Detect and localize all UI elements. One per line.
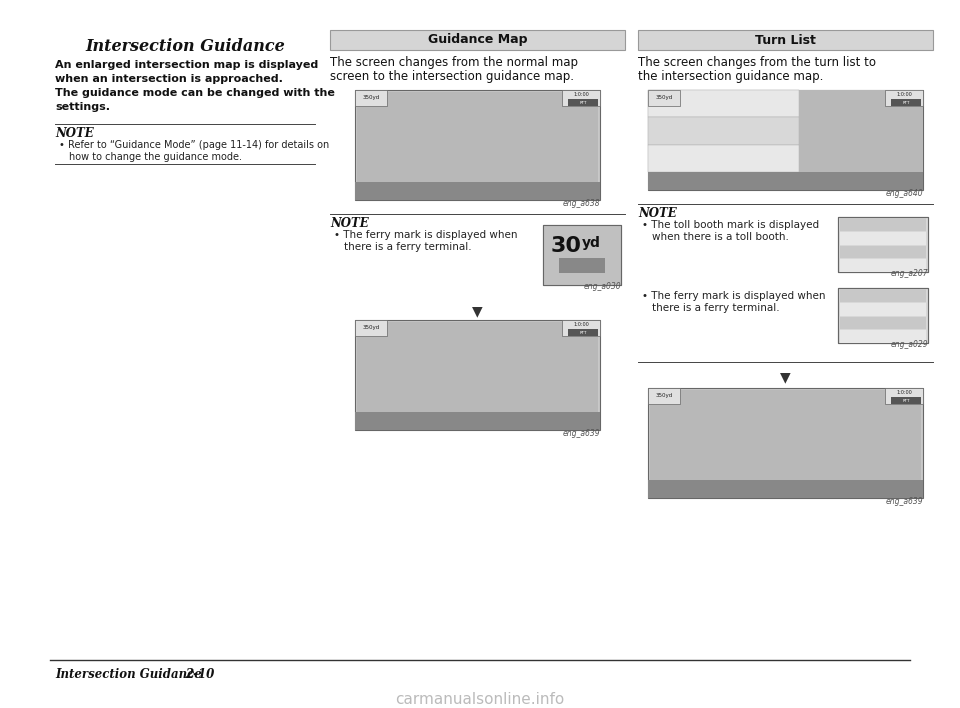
Bar <box>638 30 933 50</box>
Bar <box>357 322 598 412</box>
Text: • The ferry mark is displayed when: • The ferry mark is displayed when <box>642 291 826 301</box>
Text: eng_a640: eng_a640 <box>885 189 923 198</box>
Bar <box>648 388 680 404</box>
Bar <box>840 218 926 231</box>
Text: NOTE: NOTE <box>638 207 677 220</box>
Text: screen to the intersection guidance map.: screen to the intersection guidance map. <box>330 70 574 83</box>
Text: eng_a639: eng_a639 <box>563 429 600 438</box>
Bar <box>648 118 800 144</box>
Bar <box>355 90 387 106</box>
Text: when an intersection is approached.: when an intersection is approached. <box>55 74 283 84</box>
Text: Guidance Map: Guidance Map <box>428 33 527 47</box>
Bar <box>355 320 387 336</box>
Text: eng_a639: eng_a639 <box>885 497 923 506</box>
Bar <box>543 225 621 285</box>
Text: 2-10: 2-10 <box>185 668 214 681</box>
Text: 350yd: 350yd <box>362 326 379 331</box>
Text: 30: 30 <box>551 236 582 256</box>
Bar <box>355 412 600 430</box>
Bar <box>648 480 923 498</box>
Text: ▼: ▼ <box>472 304 483 318</box>
Text: the intersection guidance map.: the intersection guidance map. <box>638 70 824 83</box>
Text: • The toll booth mark is displayed: • The toll booth mark is displayed <box>642 220 819 230</box>
Text: 350yd: 350yd <box>362 96 379 101</box>
Text: • The ferry mark is displayed when: • The ferry mark is displayed when <box>334 230 517 240</box>
Text: The screen changes from the normal map: The screen changes from the normal map <box>330 56 578 69</box>
Bar <box>648 90 923 190</box>
Bar <box>568 99 598 106</box>
Text: eng_a207: eng_a207 <box>890 269 928 278</box>
Text: how to change the guidance mode.: how to change the guidance mode. <box>69 152 242 162</box>
Bar <box>648 90 800 118</box>
Text: 1:0:00: 1:0:00 <box>573 93 588 98</box>
Text: The screen changes from the turn list to: The screen changes from the turn list to <box>638 56 876 69</box>
Bar <box>357 92 598 182</box>
Bar <box>559 258 606 273</box>
Text: eng_a638: eng_a638 <box>563 199 600 208</box>
Text: there is a ferry terminal.: there is a ferry terminal. <box>344 242 471 252</box>
Text: Intersection Guidance: Intersection Guidance <box>55 668 202 681</box>
Bar <box>838 288 928 343</box>
Text: when there is a toll booth.: when there is a toll booth. <box>652 232 789 242</box>
Bar <box>840 303 926 316</box>
Bar <box>330 30 625 50</box>
Text: RTT: RTT <box>579 101 587 105</box>
Bar <box>800 90 923 172</box>
Text: eng_a029: eng_a029 <box>890 340 928 349</box>
Bar <box>891 99 921 106</box>
Text: RTT: RTT <box>902 399 910 403</box>
Text: there is a ferry terminal.: there is a ferry terminal. <box>652 303 780 313</box>
Bar <box>648 90 680 106</box>
Text: 350yd: 350yd <box>656 394 673 399</box>
Text: An enlarged intersection map is displayed: An enlarged intersection map is displaye… <box>55 60 319 70</box>
Bar <box>355 320 600 430</box>
Bar <box>355 182 600 200</box>
Bar <box>648 144 800 172</box>
Bar <box>840 289 926 302</box>
Text: • Refer to “Guidance Mode” (page 11-14) for details on: • Refer to “Guidance Mode” (page 11-14) … <box>59 140 329 150</box>
Text: RTT: RTT <box>902 101 910 105</box>
Bar <box>885 90 923 106</box>
Bar <box>543 225 621 285</box>
Bar <box>885 388 923 404</box>
Bar <box>838 288 928 343</box>
Text: ▼: ▼ <box>780 370 791 384</box>
Bar <box>838 217 928 272</box>
Text: 1:0:00: 1:0:00 <box>573 323 588 328</box>
Text: Turn List: Turn List <box>756 33 816 47</box>
Bar <box>840 232 926 244</box>
Text: Intersection Guidance: Intersection Guidance <box>85 38 285 55</box>
Bar <box>355 90 600 200</box>
Bar <box>650 390 921 480</box>
Text: RTT: RTT <box>579 331 587 334</box>
Text: 1:0:00: 1:0:00 <box>896 391 912 396</box>
Bar <box>562 320 600 336</box>
Bar <box>562 90 600 106</box>
Bar <box>840 246 926 258</box>
Text: The guidance mode can be changed with the: The guidance mode can be changed with th… <box>55 88 335 98</box>
Text: NOTE: NOTE <box>330 217 369 230</box>
Text: yd: yd <box>582 236 601 250</box>
Text: eng_a030: eng_a030 <box>584 282 621 291</box>
Text: NOTE: NOTE <box>55 127 94 140</box>
Bar <box>891 397 921 404</box>
Bar <box>648 388 923 498</box>
Text: 350yd: 350yd <box>656 96 673 101</box>
Text: settings.: settings. <box>55 102 110 112</box>
Bar <box>840 259 926 272</box>
Bar <box>840 330 926 343</box>
Bar <box>648 172 923 190</box>
Bar <box>838 217 928 272</box>
Bar <box>568 329 598 336</box>
Text: carmanualsonline.info: carmanualsonline.info <box>396 692 564 707</box>
Text: 1:0:00: 1:0:00 <box>896 93 912 98</box>
Bar <box>840 316 926 329</box>
